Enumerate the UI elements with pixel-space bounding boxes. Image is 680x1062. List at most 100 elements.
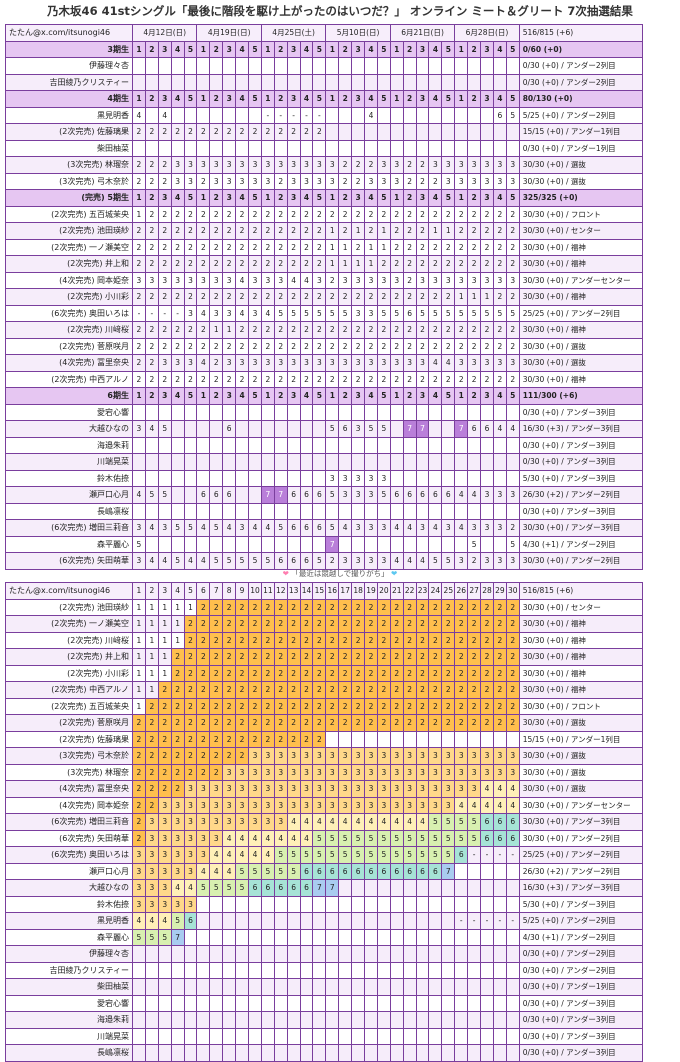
rank-cell: 2 [480, 631, 494, 649]
generation-row: 6期生 1 2 3 4 5 1 2 3 4 5 1 2 3 4 5 1 2 3 4 5 1 2 3 4 5 1 2 3 4 5 111/300… [5, 387, 643, 405]
member-row: (6次完売) 奥田いろは - - - -3 4 3 3 4 3 4 5 5 5 5 5 5 3 3 5 5 6 5 5 5 5 5 5… [5, 304, 643, 322]
slot-cell: 4 [492, 387, 507, 405]
rank-cell: 2 [299, 615, 314, 633]
slot-cell: 2 [144, 40, 159, 58]
slot-cell [505, 453, 520, 471]
rank-cell: 2 [235, 631, 250, 649]
rank-cell [402, 961, 417, 979]
slot-cell: 2 [260, 337, 275, 355]
rank-cell: 5 [273, 862, 288, 880]
rank-cell: 3 [157, 895, 172, 913]
slot-cell: 5 [209, 552, 224, 570]
slot-cell [222, 57, 237, 75]
slot-cell: 2 [402, 370, 417, 388]
slot-cell: 2 [260, 238, 275, 256]
rank-cell: 2 [454, 697, 469, 715]
rank-cell: 2 [260, 615, 275, 633]
slot-cell: 3 [364, 354, 378, 372]
rank-cell: 2 [260, 714, 275, 732]
slot-cell: 3 [364, 486, 378, 504]
slot-cell [492, 403, 507, 421]
rank-cell: 7 [170, 928, 185, 946]
rank-cell: 2 [402, 697, 417, 715]
rank-cell: 2 [428, 714, 443, 732]
rank-cell [248, 945, 262, 963]
slot-cell: 4 [402, 552, 417, 570]
slot-cell [235, 502, 250, 520]
slot-cell [222, 453, 237, 471]
rank-cell: 2 [260, 648, 275, 666]
slot-cell [222, 502, 237, 520]
rank-cell: 2 [235, 598, 250, 616]
rank-cell: 3 [286, 763, 301, 781]
slot-cell [402, 535, 417, 553]
slot-cell [209, 535, 224, 553]
rank-cell: 3 [286, 796, 301, 814]
rank-cell: 2 [170, 780, 185, 798]
slot-cell: 2 [338, 40, 353, 58]
slot-cell: 3 [480, 519, 494, 537]
rank-cell: 2 [196, 763, 211, 781]
rank-cell: 1 [144, 648, 159, 666]
rank-cell: 2 [505, 664, 520, 682]
rank-cell: 7 [441, 862, 456, 880]
slot-cell: 4 [286, 271, 301, 289]
slot-cell [312, 57, 327, 75]
slot-cell [338, 106, 353, 124]
rank-cell: 1 [157, 648, 172, 666]
slot-cell: 5 [364, 420, 378, 438]
slot-cell [415, 403, 430, 421]
slot-cell [338, 123, 353, 141]
result-cell: 0/30 (+0) / アンダー3列目 [518, 436, 643, 454]
ranking-row: (4次完売) 冨里奈央 2 2 2 2 3 3 3 3 3 3 3 3 3 3 3 3 3 3 3 3 3 3 3 3 3 3 3 4 4… [5, 780, 643, 798]
rank-cell [505, 730, 520, 748]
slot-cell [144, 502, 159, 520]
rank-cell: 2 [415, 648, 430, 666]
slot-cell: 2 [273, 238, 288, 256]
slot-cell [351, 73, 366, 91]
rank-cell: 2 [415, 697, 430, 715]
rank-cell [338, 895, 353, 913]
generation-row: 4期生 1 2 3 4 5 1 2 3 4 5 1 2 3 4 5 1 2 3 4 5 1 2 3 4 5 1 2 3 4 5 80/130 … [5, 90, 643, 108]
total-cell: 516/815 (+6) [518, 582, 643, 600]
slot-cell [235, 535, 250, 553]
slot-cell [196, 73, 211, 91]
member-name: 愛宕心響 [5, 403, 133, 421]
rank-cell: 2 [441, 697, 456, 715]
rank-cell [312, 912, 327, 930]
rank-cell [196, 895, 211, 913]
rank-cell [428, 994, 443, 1012]
slot-cell [415, 106, 430, 124]
rank-cell [492, 994, 507, 1012]
slot-cell: 1 [364, 255, 378, 273]
slot-cell: 5 [209, 519, 224, 537]
slot-cell: 1 [132, 205, 146, 223]
slot-cell [325, 73, 340, 91]
rank-cell [170, 1027, 185, 1045]
slot-cell [492, 139, 507, 157]
rank-cell: 4 [467, 796, 482, 814]
slot-cell: 2 [480, 222, 494, 240]
rank-cell: 3 [299, 796, 314, 814]
rank-cell: 5 [248, 862, 262, 880]
slot-cell [376, 403, 391, 421]
rank-cell: 2 [248, 697, 262, 715]
rank-cell: 2 [286, 714, 301, 732]
rank-cell: 2 [492, 681, 507, 699]
rank-cell [157, 945, 172, 963]
slot-cell: 2 [286, 205, 301, 223]
rank-cell [222, 1011, 237, 1029]
rank-cell: 3 [286, 747, 301, 765]
rank-cell: 2 [505, 714, 520, 732]
slot-cell: 3 [428, 271, 443, 289]
rank-cell: 4 [248, 829, 262, 847]
rank-cell [441, 895, 456, 913]
slot-cell: 2 [364, 222, 378, 240]
slot-cell: 2 [454, 337, 469, 355]
rank-cell: 2 [351, 681, 366, 699]
ranking-row: (3次完売) 林瑠奈 2 2 2 2 2 2 2 3 3 3 3 3 3 3 3 3 3 3 3 3 3 3 3 3 3 3 3 3 3 3… [5, 763, 643, 781]
slot-cell [157, 502, 172, 520]
slot-cell: 2 [286, 255, 301, 273]
rank-cell [338, 961, 353, 979]
rank-cell: 3 [248, 813, 262, 831]
